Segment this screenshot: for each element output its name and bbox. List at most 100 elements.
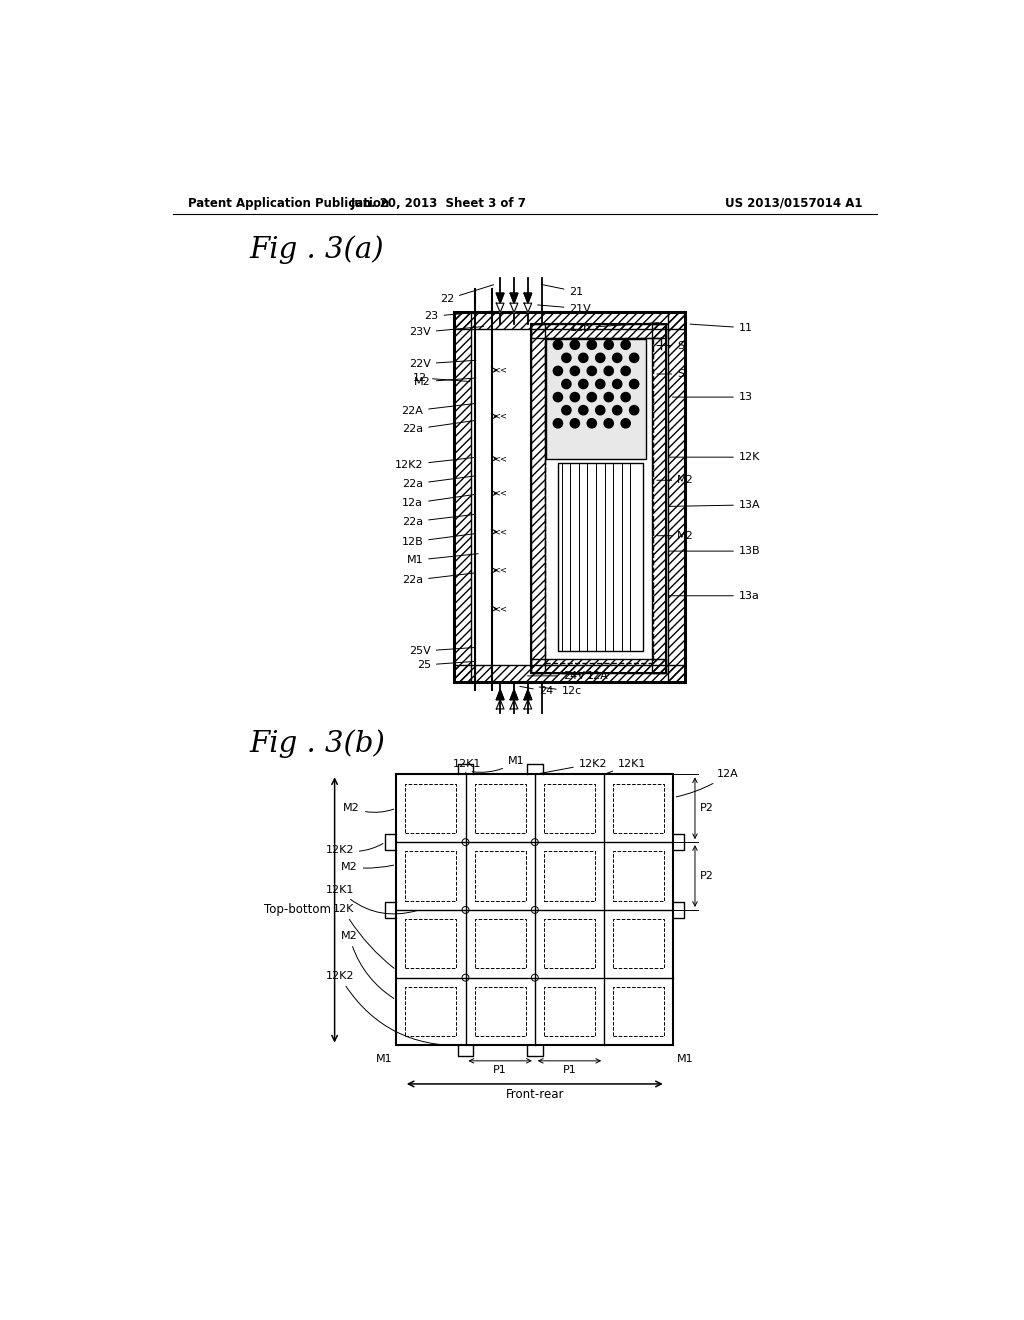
Text: <<: << [494, 454, 507, 463]
Bar [531, 323, 545, 673]
Polygon shape [524, 293, 531, 304]
Text: 24: 24 [520, 686, 553, 696]
Text: M1: M1 [472, 756, 524, 772]
Text: 12B: 12B [401, 533, 474, 546]
Text: 12K: 12K [670, 453, 760, 462]
Bar [531, 323, 666, 338]
Circle shape [570, 392, 580, 401]
Text: 22A: 22A [401, 404, 474, 416]
Bar [406, 919, 457, 969]
Bar [454, 313, 685, 682]
Circle shape [630, 379, 639, 388]
Text: 12K1: 12K1 [453, 759, 481, 775]
Bar [547, 339, 646, 459]
Circle shape [612, 405, 622, 414]
Text: Fig . 3(a): Fig . 3(a) [250, 235, 385, 264]
Text: <<: << [494, 528, 507, 536]
Text: Jun. 20, 2013  Sheet 3 of 7: Jun. 20, 2013 Sheet 3 of 7 [350, 197, 526, 210]
Text: 12A: 12A [549, 671, 608, 681]
Circle shape [604, 367, 613, 376]
Bar [454, 313, 685, 330]
Circle shape [562, 405, 571, 414]
Circle shape [553, 392, 562, 401]
Bar [652, 323, 666, 673]
Text: 21V: 21V [538, 304, 591, 314]
Bar [475, 784, 525, 833]
Polygon shape [524, 304, 531, 313]
Text: 12K2: 12K2 [394, 458, 474, 470]
Bar [406, 987, 457, 1036]
Circle shape [604, 341, 613, 350]
Polygon shape [510, 304, 518, 313]
Bar [475, 919, 525, 969]
Text: S: S [657, 370, 684, 379]
Text: M1: M1 [677, 1055, 694, 1064]
Circle shape [604, 418, 613, 428]
Text: 21: 21 [542, 285, 584, 297]
Text: Fig . 3(b): Fig . 3(b) [250, 729, 386, 758]
Circle shape [621, 392, 631, 401]
Polygon shape [497, 689, 504, 700]
Text: Top-bottom: Top-bottom [264, 903, 331, 916]
Bar [544, 851, 595, 900]
Polygon shape [497, 293, 504, 304]
Bar [475, 851, 525, 900]
Bar [406, 851, 457, 900]
Bar [558, 462, 643, 651]
Text: 13a: 13a [670, 591, 760, 601]
Bar [544, 784, 595, 833]
Text: 22a: 22a [402, 421, 474, 434]
Text: 23V: 23V [410, 326, 483, 338]
Bar [454, 665, 685, 682]
Text: 25V: 25V [410, 647, 474, 656]
Text: 12: 12 [413, 372, 470, 383]
Text: M2: M2 [414, 376, 476, 387]
Bar [531, 323, 666, 338]
Text: <<: << [494, 566, 507, 574]
Circle shape [553, 367, 562, 376]
Text: 22: 22 [439, 285, 494, 305]
Bar [544, 987, 595, 1036]
Text: P1: P1 [494, 1065, 507, 1074]
Polygon shape [524, 689, 531, 700]
Bar [613, 919, 665, 969]
Text: 25: 25 [417, 660, 474, 671]
Text: 24V: 24V [527, 671, 585, 681]
Circle shape [612, 354, 622, 363]
Bar [613, 851, 665, 900]
Text: M1: M1 [407, 553, 478, 565]
Text: 11: 11 [690, 323, 753, 333]
Text: 12a: 12a [402, 495, 474, 508]
Circle shape [621, 418, 631, 428]
Bar [531, 659, 666, 673]
Bar [531, 659, 666, 673]
Circle shape [562, 379, 571, 388]
Bar [544, 919, 595, 969]
Text: 12A: 12A [676, 770, 739, 797]
Bar [454, 313, 471, 682]
Polygon shape [497, 304, 504, 313]
Text: 12K1: 12K1 [606, 759, 646, 774]
Circle shape [553, 418, 562, 428]
Text: Patent Application Publication: Patent Application Publication [188, 197, 389, 210]
Circle shape [630, 354, 639, 363]
Text: 13B: 13B [670, 546, 761, 556]
Bar [454, 313, 471, 682]
Text: 12b: 12b [569, 322, 659, 333]
Circle shape [596, 379, 605, 388]
Bar [668, 313, 685, 682]
Bar [652, 323, 666, 673]
Circle shape [579, 405, 588, 414]
Circle shape [562, 354, 571, 363]
Text: 13A: 13A [670, 500, 761, 510]
Circle shape [596, 405, 605, 414]
Circle shape [621, 341, 631, 350]
Text: M2: M2 [657, 531, 694, 541]
Circle shape [587, 418, 596, 428]
Bar [406, 784, 457, 833]
Text: 22a: 22a [402, 573, 474, 585]
Circle shape [604, 392, 613, 401]
Bar [475, 987, 525, 1036]
Text: 22V: 22V [409, 359, 476, 370]
Text: M2: M2 [657, 475, 694, 486]
